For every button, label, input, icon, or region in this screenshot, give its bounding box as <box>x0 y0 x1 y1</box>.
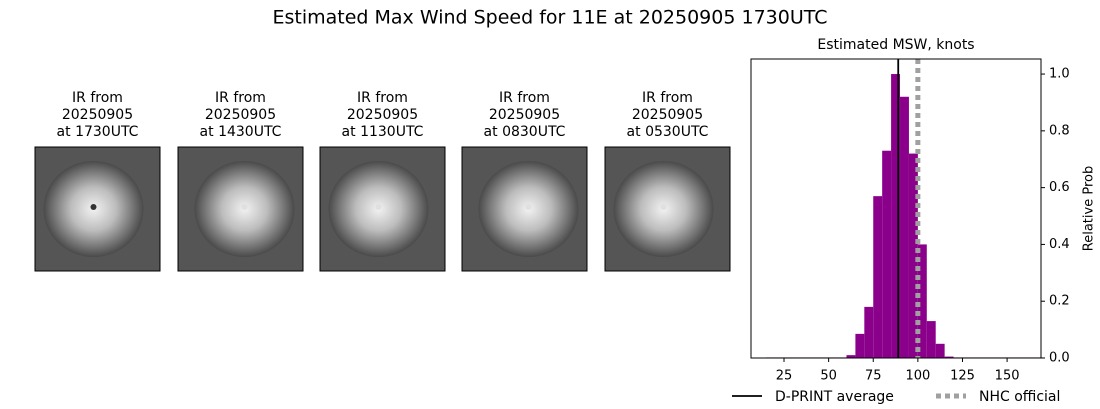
panel-caption: IR from <box>357 90 408 106</box>
x-tick-label: 25 <box>776 369 793 384</box>
panel-caption: 20250905 <box>632 107 703 123</box>
panel-caption: IR from <box>499 90 550 106</box>
legend-label: D-PRINT average <box>775 389 894 405</box>
panel-caption: 20250905 <box>62 107 133 123</box>
panel-caption: 20250905 <box>205 107 276 123</box>
y-tick-label: 0.4 <box>1049 237 1070 252</box>
panel-caption: IR from <box>72 90 123 106</box>
panel-caption: at 1430UTC <box>200 124 282 140</box>
bar <box>855 333 865 358</box>
panel-caption: at 0530UTC <box>627 124 709 140</box>
y-tick-label: 0.6 <box>1049 180 1070 195</box>
storm-eye <box>90 204 97 210</box>
panel-caption: 20250905 <box>489 107 560 123</box>
legend-label: NHC official <box>979 389 1060 405</box>
y-tick-label: 0.0 <box>1049 351 1070 366</box>
image-frame <box>319 146 446 272</box>
storm-eye <box>525 204 532 210</box>
bar <box>926 321 936 358</box>
storm-eye <box>375 204 382 210</box>
x-tick-label: 75 <box>865 369 882 384</box>
x-tick-label: 125 <box>950 369 975 384</box>
storm-eye <box>241 204 248 210</box>
image-frame <box>461 146 588 272</box>
bar <box>900 96 909 358</box>
bar <box>873 196 883 358</box>
panel-caption: IR from <box>215 90 266 106</box>
y-tick-label: 0.2 <box>1049 294 1070 309</box>
x-tick-label: 150 <box>995 369 1020 384</box>
image-frame <box>34 146 161 272</box>
panel-caption: IR from <box>642 90 693 106</box>
bar <box>864 306 874 358</box>
x-tick-label: 50 <box>820 369 837 384</box>
bar <box>891 74 901 359</box>
plot-frame <box>750 58 1042 359</box>
image-frame <box>177 146 304 272</box>
chart-title: Estimated MSW, knots <box>817 37 974 53</box>
image-frame <box>604 146 731 272</box>
panel-caption: at 0830UTC <box>484 124 566 140</box>
y-tick-label: 1.0 <box>1049 67 1070 82</box>
panel-caption: at 1730UTC <box>57 124 139 140</box>
panel-caption: at 1130UTC <box>342 124 424 140</box>
main-title: Estimated Max Wind Speed for 11E at 2025… <box>272 7 827 29</box>
bar <box>846 355 856 358</box>
y-axis-label: Relative Prob <box>1082 166 1097 251</box>
bar <box>944 356 954 358</box>
panel-caption: 20250905 <box>347 107 418 123</box>
bar <box>882 150 892 358</box>
bar <box>935 343 945 358</box>
bar <box>917 244 927 358</box>
x-tick-label: 100 <box>905 369 930 384</box>
bar <box>908 153 918 358</box>
y-tick-label: 0.8 <box>1049 123 1070 138</box>
storm-eye <box>660 204 667 210</box>
